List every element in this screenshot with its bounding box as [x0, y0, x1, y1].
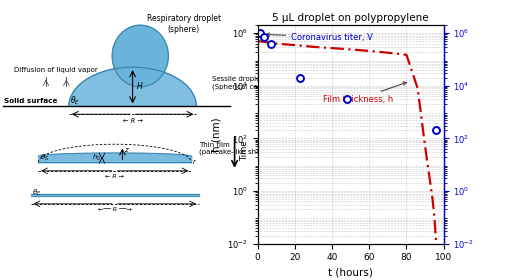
- Text: ← R →: ← R →: [105, 174, 124, 179]
- Text: Film thickness, h: Film thickness, h: [322, 82, 406, 104]
- Text: z: z: [124, 147, 128, 153]
- Text: Sessile droplet
(Spherical cap): Sessile droplet (Spherical cap): [211, 76, 264, 90]
- Title: 5 μL droplet on polypropylene: 5 μL droplet on polypropylene: [272, 13, 428, 23]
- Polygon shape: [112, 25, 168, 87]
- Text: Respiratory droplet
(sphere): Respiratory droplet (sphere): [146, 14, 220, 34]
- Text: $\theta_S$: $\theta_S$: [40, 153, 49, 163]
- Y-axis label: h (nm): h (nm): [211, 117, 221, 152]
- Text: ←── R ──→: ←── R ──→: [98, 207, 131, 212]
- X-axis label: t (hours): t (hours): [328, 268, 372, 278]
- Text: H: H: [137, 82, 143, 91]
- Text: $h_0$: $h_0$: [92, 153, 101, 163]
- Polygon shape: [69, 67, 196, 106]
- Text: Thin film
(pancake-like shape): Thin film (pancake-like shape): [199, 142, 271, 155]
- Text: $\theta_E$: $\theta_E$: [70, 95, 80, 107]
- Text: ← R →: ← R →: [123, 118, 142, 124]
- Text: Coronavirus titer, V: Coronavirus titer, V: [266, 33, 372, 42]
- Text: r: r: [192, 159, 195, 165]
- Text: Time: Time: [239, 141, 248, 162]
- Text: Solid surface: Solid surface: [4, 98, 57, 104]
- Text: Diffusion of liquid vapor: Diffusion of liquid vapor: [14, 67, 98, 73]
- Text: $\theta_E$: $\theta_E$: [32, 188, 41, 198]
